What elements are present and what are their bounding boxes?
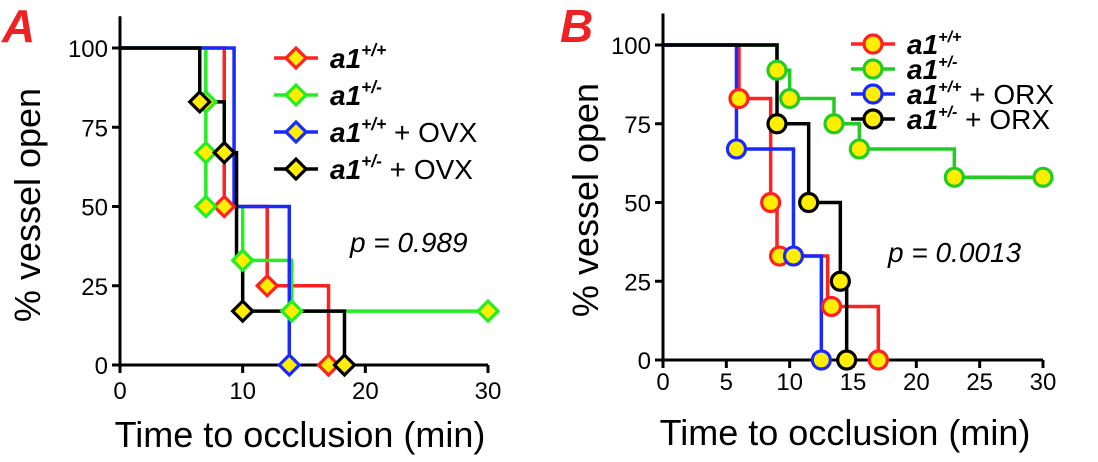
panel-a-legend-marker bbox=[283, 119, 309, 145]
panel-b-y-tick-label: 25 bbox=[624, 269, 651, 296]
panel-a-legend-label: a1+/+ bbox=[330, 40, 386, 74]
panel-b-axes: 0 25 50 75 100 0 5 10 15 20 25 30 bbox=[611, 13, 1057, 396]
panel-a-y-tick-label: 50 bbox=[81, 195, 108, 222]
panel-a-data-point bbox=[316, 352, 341, 378]
panel-b-data-point bbox=[1032, 166, 1054, 188]
panel-a-data-point bbox=[187, 89, 212, 115]
panel-b-data-point bbox=[820, 295, 843, 318]
panel-b-data-point bbox=[848, 138, 870, 160]
panel-b-data-point bbox=[829, 270, 851, 292]
panel-b-data-point bbox=[782, 245, 805, 267]
panel-a-data-point bbox=[230, 248, 255, 273]
panel-a-data-point bbox=[332, 352, 357, 378]
panel-b-legend-label: a1+/- + ORX bbox=[907, 103, 1050, 135]
panel-b-y-axis-label: % vessel open bbox=[565, 83, 606, 317]
panel-a-y-tick-label: 75 bbox=[81, 115, 108, 142]
panel-b-data-point bbox=[867, 349, 889, 371]
panel-b-data-point bbox=[798, 191, 820, 214]
panel-a-data-point bbox=[212, 140, 237, 165]
panel-a-data-point bbox=[212, 194, 237, 219]
panel-b-data-point bbox=[943, 166, 965, 188]
panel-a-x-tick-label: 10 bbox=[229, 378, 256, 405]
panel-b-x-tick-label: 30 bbox=[1030, 369, 1057, 396]
panel-a-x-tick-label: 0 bbox=[113, 378, 126, 405]
panel-a-legend-label: a1+/+ + OVX bbox=[330, 114, 478, 148]
panel-b-data-point bbox=[823, 113, 845, 135]
panel-a-x-tick-label: 20 bbox=[352, 378, 379, 405]
panel-a-data-point bbox=[277, 352, 302, 378]
panel-a-y-tick-label: 0 bbox=[95, 353, 108, 380]
panel-b-data-point bbox=[779, 87, 801, 110]
panel-b-y-tick-label: 100 bbox=[611, 33, 651, 60]
panel-a-x-axis-label: Time to occlusion (min) bbox=[115, 414, 486, 455]
panel-b-p-value: p = 0.0013 bbox=[887, 237, 1022, 268]
panel-b-x-tick-label: 25 bbox=[966, 369, 993, 396]
panel-a-y-tick-label: 100 bbox=[68, 36, 108, 63]
panel-a-x-tick-label: 30 bbox=[475, 378, 502, 405]
panel-a-data-point bbox=[279, 298, 304, 324]
panel-b-data-point bbox=[766, 59, 788, 81]
panel-b-data-point bbox=[760, 191, 782, 214]
panel-a-data-point bbox=[193, 194, 219, 219]
panel-b-x-tick-label: 15 bbox=[840, 369, 867, 396]
panel-b-y-tick-label: 0 bbox=[638, 348, 651, 375]
panel-b-legend-marker bbox=[862, 33, 884, 55]
panel-a-data-point bbox=[193, 140, 219, 165]
panel-b-legend-label: a1+/- bbox=[907, 53, 957, 85]
panel-a-legend-label: a1+/- + OVX bbox=[330, 151, 473, 185]
panel-b: B 0 25 50 75 100 0 5 10 15 20 25 30 a1+/+a1+/-a1+/+… bbox=[560, 0, 1056, 453]
panel-b-series bbox=[663, 43, 1054, 371]
panel-a-y-axis-label: % vessel open bbox=[7, 88, 48, 322]
panel-b-legend-label: a1+/+ + ORX bbox=[907, 78, 1054, 110]
panel-a-y-tick-label: 25 bbox=[81, 274, 108, 301]
panel-b-legend-label: a1+/+ bbox=[907, 28, 962, 60]
panel-b-data-point bbox=[766, 113, 788, 135]
panel-a-series bbox=[120, 46, 501, 378]
panel-b-legend-marker bbox=[862, 108, 884, 130]
panel-b-legend-marker bbox=[862, 83, 884, 105]
panel-a: A 0 25 50 75 100 0 10 20 30 a1+/+a1+/-a1+/+ + OV… bbox=[1, 0, 501, 455]
panel-b-x-tick-label: 20 bbox=[903, 369, 930, 396]
panel-b-y-tick-label: 50 bbox=[624, 191, 651, 218]
panel-b-x-tick-label: 5 bbox=[720, 369, 733, 396]
panel-b-data-point bbox=[836, 349, 858, 371]
panel-a-legend-marker bbox=[283, 45, 309, 71]
panel-b-label: B bbox=[560, 0, 593, 52]
panel-a-axes: 0 25 50 75 100 0 10 20 30 bbox=[68, 16, 501, 405]
panel-a-legend-marker bbox=[283, 156, 309, 182]
panel-b-data-point bbox=[725, 138, 748, 160]
panel-b-data-point bbox=[810, 349, 832, 371]
panel-a-data-point bbox=[230, 298, 255, 324]
panel-a-series-line-4 bbox=[120, 46, 347, 365]
panel-b-legend-marker bbox=[862, 58, 884, 80]
panel-a-label: A bbox=[1, 0, 35, 52]
panel-b-x-tick-label: 0 bbox=[656, 369, 669, 396]
panel-a-data-point bbox=[475, 298, 501, 324]
panel-b-x-axis-label: Time to occlusion (min) bbox=[660, 412, 1031, 453]
panel-a-p-value: p = 0.989 bbox=[349, 227, 468, 258]
panel-b-y-tick-label: 75 bbox=[624, 112, 651, 139]
panel-b-data-point bbox=[728, 87, 750, 110]
panel-a-legend-label: a1+/- bbox=[330, 77, 382, 111]
panel-b-x-tick-label: 10 bbox=[776, 369, 803, 396]
panel-a-data-point bbox=[254, 273, 280, 299]
panel-a-legend-marker bbox=[283, 82, 309, 108]
